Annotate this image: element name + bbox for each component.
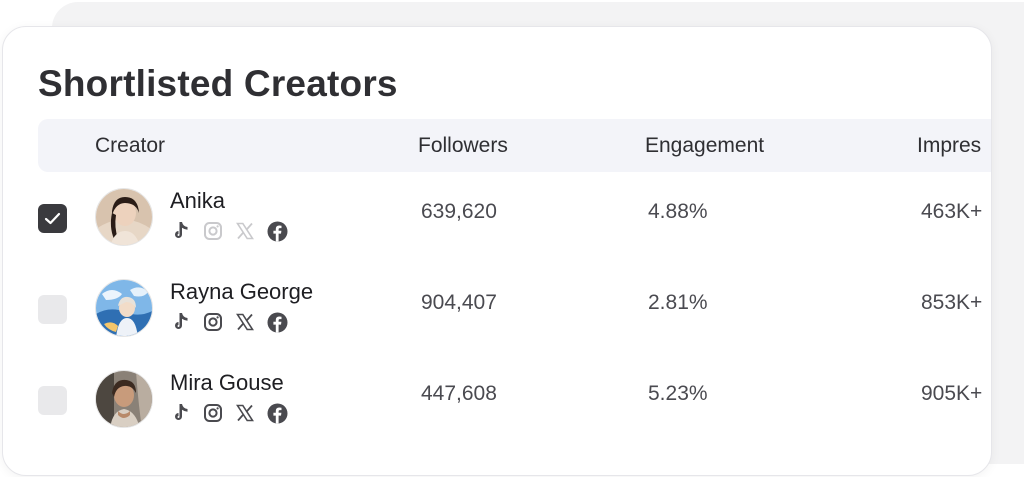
column-header-followers[interactable]: Followers — [418, 134, 508, 157]
creator-name[interactable]: Rayna George — [170, 279, 314, 304]
facebook-icon[interactable] — [266, 220, 288, 242]
check-icon — [44, 212, 61, 225]
table-row[interactable]: Rayna George 904,407 2.81% 853K+ — [3, 269, 991, 349]
tiktok-icon[interactable] — [170, 402, 192, 424]
column-header-engagement[interactable]: Engagement — [645, 134, 765, 157]
engagement-value: 4.88% — [648, 200, 708, 223]
table-header: Creator Followers Engagement Impres — [38, 119, 991, 172]
table-row[interactable]: Anika 639,620 4.88% 463K+ — [3, 178, 991, 258]
engagement-value: 5.23% — [648, 382, 708, 405]
x-icon[interactable] — [234, 220, 256, 242]
facebook-icon[interactable] — [266, 311, 288, 333]
tiktok-icon[interactable] — [170, 220, 192, 242]
social-links — [170, 402, 288, 424]
impressions-value: 463K+ — [921, 200, 983, 223]
creator-name[interactable]: Mira Gouse — [170, 370, 284, 395]
table-row[interactable]: Mira Gouse 447,608 5.23% 905K+ — [3, 360, 991, 440]
social-links — [170, 220, 288, 242]
x-icon[interactable] — [234, 311, 256, 333]
instagram-icon[interactable] — [202, 220, 224, 242]
avatar[interactable] — [95, 279, 153, 337]
x-icon[interactable] — [234, 402, 256, 424]
engagement-value: 2.81% — [648, 291, 708, 314]
followers-value: 904,407 — [421, 291, 497, 314]
row-checkbox[interactable] — [38, 295, 67, 324]
shortlisted-creators-card: Shortlisted Creators Creator Followers E… — [2, 26, 992, 476]
avatar[interactable] — [95, 370, 153, 428]
impressions-value: 853K+ — [921, 291, 983, 314]
row-checkbox[interactable] — [38, 386, 67, 415]
instagram-icon[interactable] — [202, 402, 224, 424]
followers-value: 447,608 — [421, 382, 497, 405]
impressions-value: 905K+ — [921, 382, 983, 405]
instagram-icon[interactable] — [202, 311, 224, 333]
followers-value: 639,620 — [421, 200, 497, 223]
creator-name[interactable]: Anika — [170, 188, 226, 213]
avatar[interactable] — [95, 188, 153, 246]
facebook-icon[interactable] — [266, 402, 288, 424]
card-title: Shortlisted Creators — [38, 63, 398, 104]
tiktok-icon[interactable] — [170, 311, 192, 333]
row-checkbox[interactable] — [38, 204, 67, 233]
social-links — [170, 311, 288, 333]
column-header-creator[interactable]: Creator — [95, 134, 166, 157]
column-header-impressions[interactable]: Impres — [917, 134, 982, 157]
